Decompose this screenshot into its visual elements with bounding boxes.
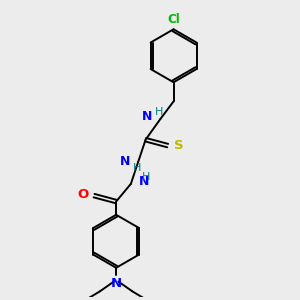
Text: H: H — [133, 163, 141, 173]
Text: H: H — [141, 172, 150, 182]
Text: H: H — [154, 107, 163, 117]
Text: N: N — [139, 175, 149, 188]
Text: Cl: Cl — [167, 13, 180, 26]
Text: N: N — [111, 277, 122, 290]
Text: N: N — [120, 155, 130, 168]
Text: O: O — [77, 188, 89, 201]
Text: S: S — [174, 139, 184, 152]
Text: N: N — [142, 110, 152, 123]
